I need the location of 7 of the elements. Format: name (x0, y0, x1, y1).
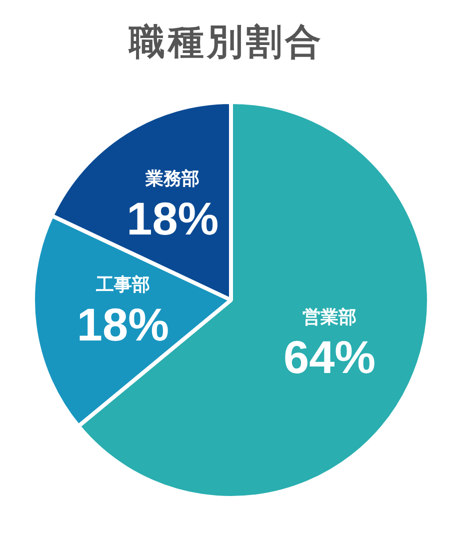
slice-label: 営業部 (302, 307, 357, 328)
chart-title: 職種別割合 (127, 21, 325, 65)
slice-label: 工事部 (94, 274, 150, 296)
slice-label: 業務部 (144, 168, 200, 190)
data-label: 64% (283, 331, 376, 384)
data-label: 18% (76, 298, 169, 350)
data-label: 18% (126, 192, 219, 245)
